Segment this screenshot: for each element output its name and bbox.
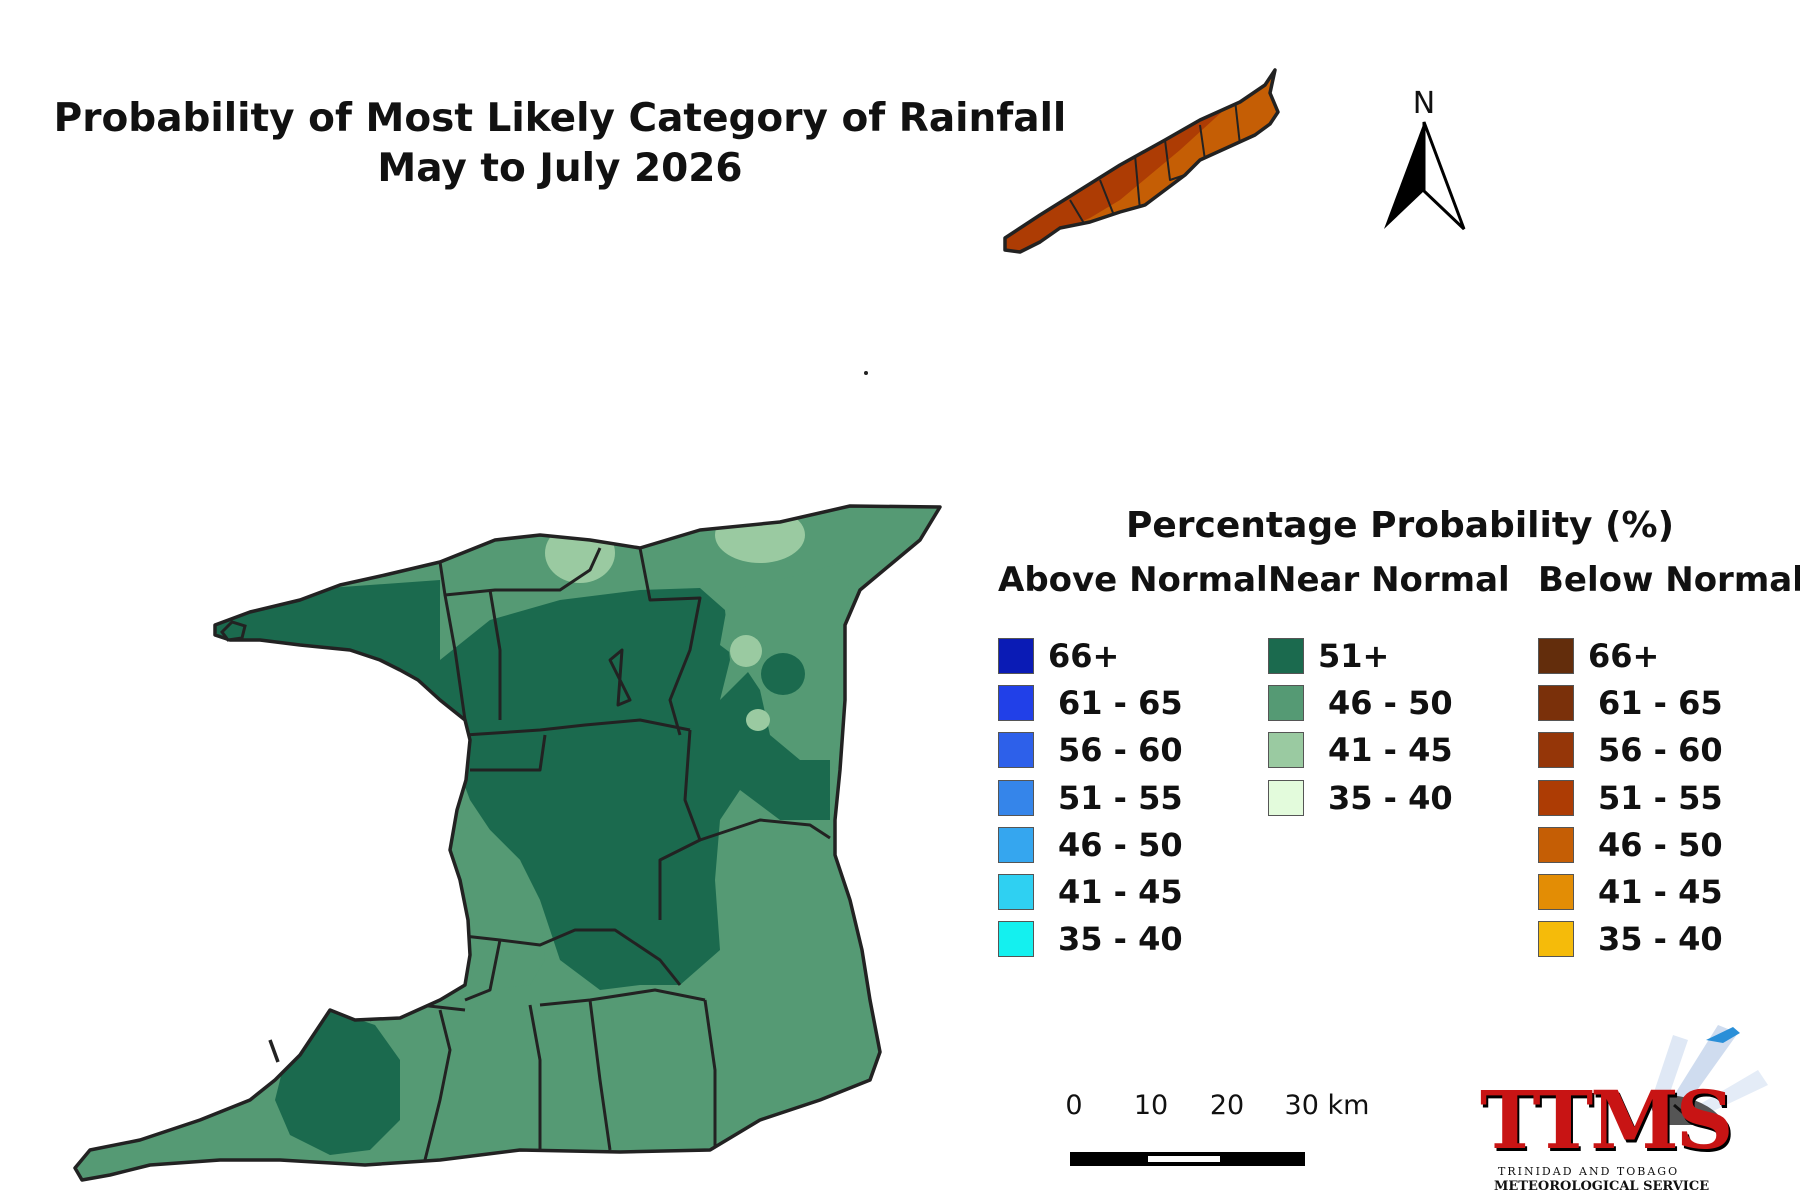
legend-item: 56 - 60 [998,727,1268,774]
legend-label: 66+ [1048,636,1120,675]
trinidad-southwest-spit [268,1039,280,1063]
tobago-outline [1003,68,1280,254]
scale-bar: 0 10 20 30 km [1065,1090,1369,1166]
legend-swatch [1268,779,1304,816]
legend-item: 46 - 50 [998,821,1268,868]
legend-heading-near-normal: Near Normal [1268,560,1510,600]
legend-label: 61 - 65 [1058,683,1183,722]
legend-swatch [1538,637,1574,674]
legend-item: 51+ [1268,632,1510,679]
legend-item: 46 - 50 [1268,679,1510,726]
legend-label: 41 - 45 [1058,873,1183,912]
legend-item: 51 - 55 [1538,774,1800,821]
legend-item: 51 - 55 [998,774,1268,821]
trinidad-patch-east-2 [746,709,770,731]
logo-wordmark: TTMS [1480,1073,1734,1167]
legend-column-below-normal: Below Normal 66+ 61 - 65 56 - 60 51 - 55 46 … [1538,560,1800,963]
legend-item: 66+ [998,632,1268,679]
trinidad-patch-east-1 [730,635,762,667]
legend-swatch [998,779,1034,816]
scale-bar-graphic [1070,1152,1305,1166]
legend-item: 41 - 45 [998,868,1268,915]
legend-swatch [998,826,1034,863]
trinidad-island [73,504,942,1182]
legend-label: 35 - 40 [1598,920,1723,959]
scale-labels: 0 10 20 30 km [1065,1090,1369,1130]
legend-label: 35 - 40 [1058,920,1183,959]
legend-label: 51 - 55 [1058,778,1183,817]
legend-swatch [998,684,1034,721]
legend-label: 51+ [1318,636,1390,675]
legend-swatch [1538,874,1574,911]
legend-item: 46 - 50 [1538,821,1800,868]
legend-item: 61 - 65 [1538,679,1800,726]
legend-items-below-normal: 66+ 61 - 65 56 - 60 51 - 55 46 - 50 41 - 45 35… [1538,632,1800,963]
legend-label: 51 - 55 [1598,778,1723,817]
north-label: N [1412,86,1436,121]
legend-label: 61 - 65 [1598,683,1723,722]
title-line-1: Probability of Most Likely Category of R… [53,96,1067,141]
ttms-logo: TTMS TRINIDAD AND TOBAGO METEOROLOGICAL … [1478,1005,1778,1195]
trinidad-core-east-blob [761,653,805,695]
trinidad-patch-northeast [715,507,805,563]
legend-column-near-normal: Near Normal 51+ 46 - 50 41 - 45 35 - 40 [1268,560,1510,821]
legend-label: 56 - 60 [1058,731,1183,770]
legend-items-near-normal: 51+ 46 - 50 41 - 45 35 - 40 [1268,632,1510,821]
small-islet [864,371,868,375]
legend-heading-above-normal: Above Normal [998,560,1268,600]
scale-bar-white-segment [1148,1156,1220,1162]
legend-item: 41 - 45 [1538,868,1800,915]
scale-tick-30: 30 km [1284,1090,1370,1121]
legend-heading-below-normal: Below Normal [1538,560,1800,600]
legend-item: 61 - 65 [998,679,1268,726]
legend-swatch [998,637,1034,674]
trinidad-northwest-islet [220,620,247,642]
tobago-island [864,68,1280,375]
legend-label: 41 - 45 [1598,873,1723,912]
map-title: Probability of Most Likely Category of R… [40,94,1080,194]
legend-item: 41 - 45 [1268,727,1510,774]
legend-swatch [998,874,1034,911]
legend-swatch [998,732,1034,769]
legend-swatch [1538,684,1574,721]
legend-item: 56 - 60 [1538,727,1800,774]
satellite-dish-icon [1648,1025,1768,1125]
legend-label: 66+ [1588,636,1660,675]
legend-item: 66+ [1538,632,1800,679]
title-line-2: May to July 2026 [377,146,743,191]
north-arrow-icon [1384,121,1466,231]
legend-item: 35 - 40 [1538,916,1800,963]
legend-label: 56 - 60 [1598,731,1723,770]
legend-label: 46 - 50 [1328,683,1453,722]
legend-swatch [1538,826,1574,863]
trinidad-core-region [200,580,830,990]
trinidad-patch-northwest [545,523,615,583]
legend-column-above-normal: Above Normal 66+ 61 - 65 56 - 60 51 - 55 46 … [998,560,1268,963]
legend-label: 41 - 45 [1328,731,1453,770]
legend-label: 46 - 50 [1058,825,1183,864]
legend-label: 35 - 40 [1328,778,1453,817]
logo-subtitle-2: METEOROLOGICAL SERVICE [1494,1179,1710,1194]
trinidad-county-boundaries [369,547,831,1161]
legend-swatch [998,921,1034,958]
legend-items-above-normal: 66+ 61 - 65 56 - 60 51 - 55 46 - 50 41 - 45 35… [998,632,1268,963]
legend-item: 35 - 40 [1268,774,1510,821]
legend-label: 46 - 50 [1598,825,1723,864]
legend-swatch [1268,637,1304,674]
north-arrow: N [1374,86,1474,236]
scale-tick-0: 0 [1065,1090,1083,1121]
legend-swatch [1538,779,1574,816]
tobago-west-region [1005,100,1235,252]
logo-subtitle-1: TRINIDAD AND TOBAGO [1498,1165,1680,1178]
scale-tick-20: 20 [1209,1090,1245,1121]
legend-swatch [1268,732,1304,769]
legend-swatch [1538,921,1574,958]
legend-item: 35 - 40 [998,916,1268,963]
scale-tick-10: 10 [1133,1090,1169,1121]
trinidad-outline [73,504,942,1182]
legend-swatch [1268,684,1304,721]
legend-title: Percentage Probability (%) [1125,505,1675,546]
legend-swatch [1538,732,1574,769]
